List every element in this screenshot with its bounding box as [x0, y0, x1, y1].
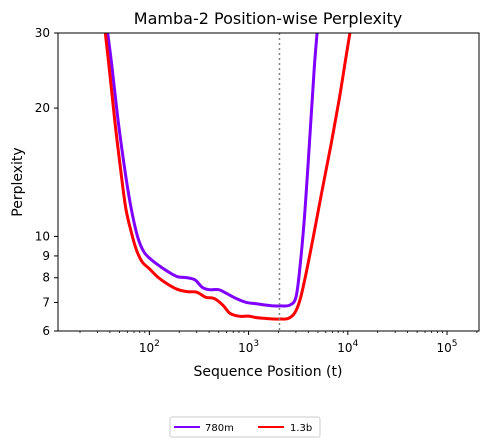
y-axis: 6 7 8 9 10 20 30	[35, 26, 58, 338]
series-line-780m	[106, 33, 319, 308]
plot-frame	[57, 32, 480, 332]
y-tick-label: 7	[42, 295, 50, 309]
legend-label-780m: 780m	[205, 423, 234, 434]
x-tick-label: 105	[437, 339, 458, 355]
x-tick-label: 103	[238, 339, 259, 355]
y-tick-label: 8	[42, 271, 50, 285]
x-axis: 102 103 104 105	[79, 331, 478, 355]
y-axis-label: Perplexity	[10, 147, 26, 216]
y-tick-label: 20	[35, 101, 50, 115]
y-tick-label: 9	[42, 249, 50, 263]
legend: 780m 1.3b	[169, 416, 321, 438]
chart-title: Mamba-2 Position-wise Perplexity	[134, 9, 402, 28]
y-tick-label: 6	[42, 324, 50, 338]
x-axis-label: Sequence Position (t)	[194, 364, 343, 380]
x-tick-label: 102	[139, 339, 160, 355]
legend-label-1.3b: 1.3b	[290, 423, 312, 434]
y-tick-label: 30	[35, 26, 50, 40]
series-line-1.3b	[103, 33, 352, 321]
legend-frame	[169, 416, 321, 438]
x-tick-label: 104	[337, 339, 358, 355]
y-tick-label: 10	[35, 229, 50, 243]
series-layer	[103, 33, 352, 321]
